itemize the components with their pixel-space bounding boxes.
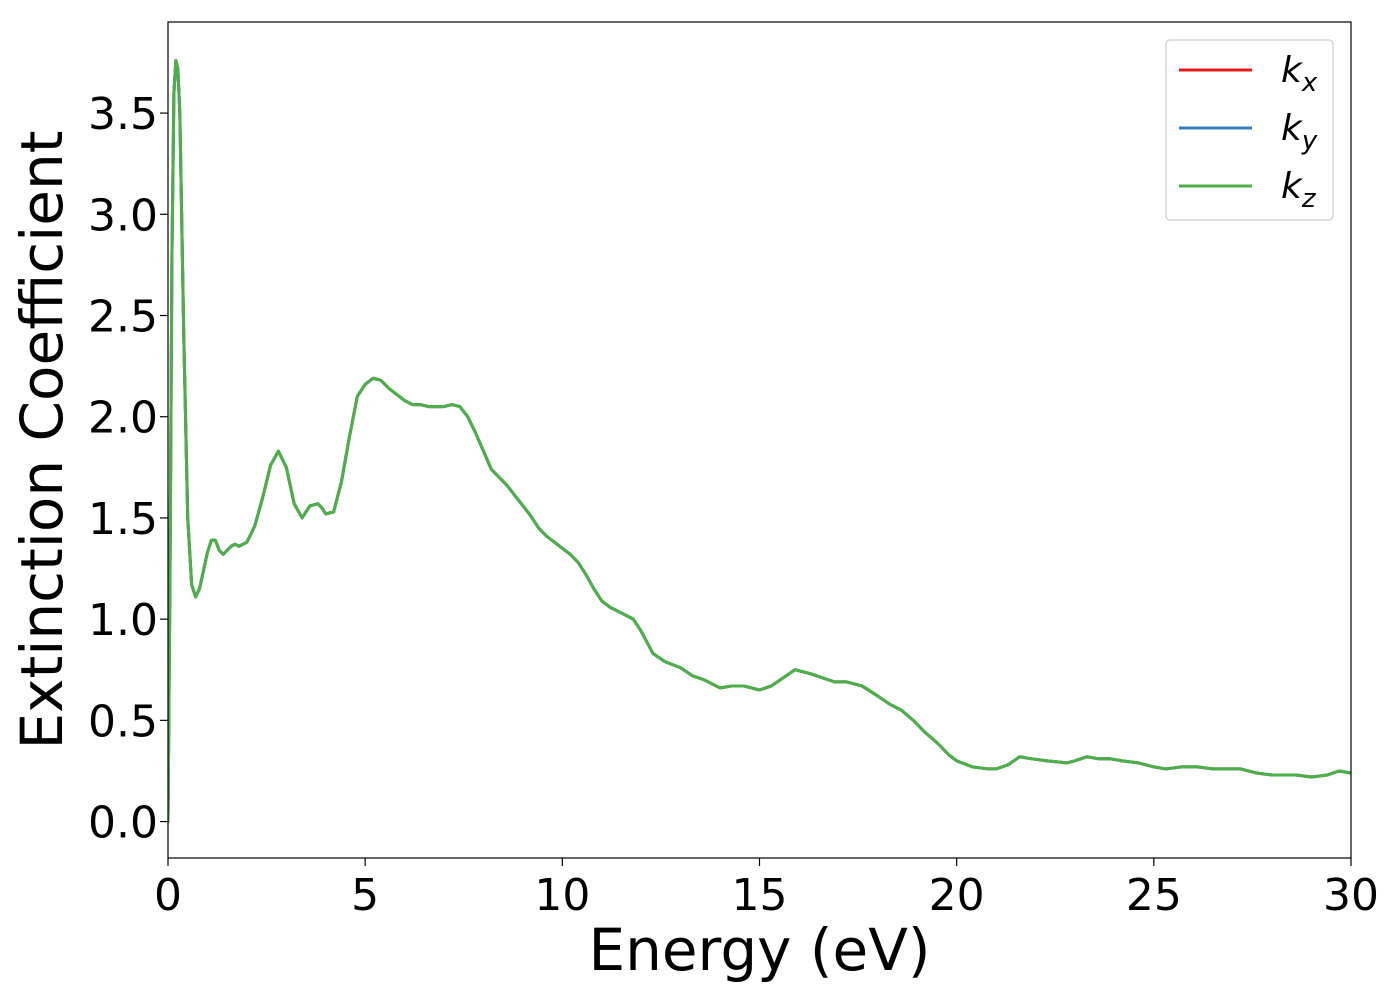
axes: 0 5 10 15 20 25 30 0.0 0.5 1.0 1.5 2.0 2.5 3.0 3.5 [88, 21, 1379, 921]
y-tick-label: 2.0 [88, 393, 158, 444]
y-tick-label: 0.5 [88, 696, 158, 747]
legend-label-main: k [1281, 108, 1304, 149]
x-tick-label: 15 [732, 870, 788, 921]
y-tick-label: 1.5 [88, 494, 158, 545]
legend-label-y: ky [1281, 108, 1318, 156]
legend-label-main: k [1281, 166, 1304, 207]
legend-label-main: k [1281, 50, 1304, 91]
y-axis-label: Extinction Coefficient [8, 131, 76, 750]
legend-frame [1165, 39, 1334, 221]
legend-label-z: kz [1281, 166, 1317, 214]
x-tick-label: 30 [1323, 870, 1379, 921]
x-axis-label: Energy (eV) [588, 916, 930, 984]
y-tick-label: 2.5 [88, 292, 158, 343]
x-tick-label: 0 [154, 870, 182, 921]
series-line-z [168, 58, 1351, 824]
legend-label-sub: y [1301, 126, 1318, 156]
x-tick-label: 25 [1126, 870, 1182, 921]
plot-area [168, 58, 1351, 824]
legend-label-sub: z [1301, 184, 1317, 214]
y-tick-label: 0.0 [88, 798, 158, 849]
x-tick-label: 10 [534, 870, 590, 921]
y-tick-label: 3.0 [88, 190, 158, 241]
y-tick-label: 3.5 [88, 89, 158, 140]
x-tick-label: 5 [351, 870, 379, 921]
y-tick-label: 1.0 [88, 595, 158, 646]
legend-label-sub: x [1301, 68, 1318, 98]
legend-label-x: kx [1281, 50, 1318, 98]
x-tick-label: 20 [929, 870, 985, 921]
